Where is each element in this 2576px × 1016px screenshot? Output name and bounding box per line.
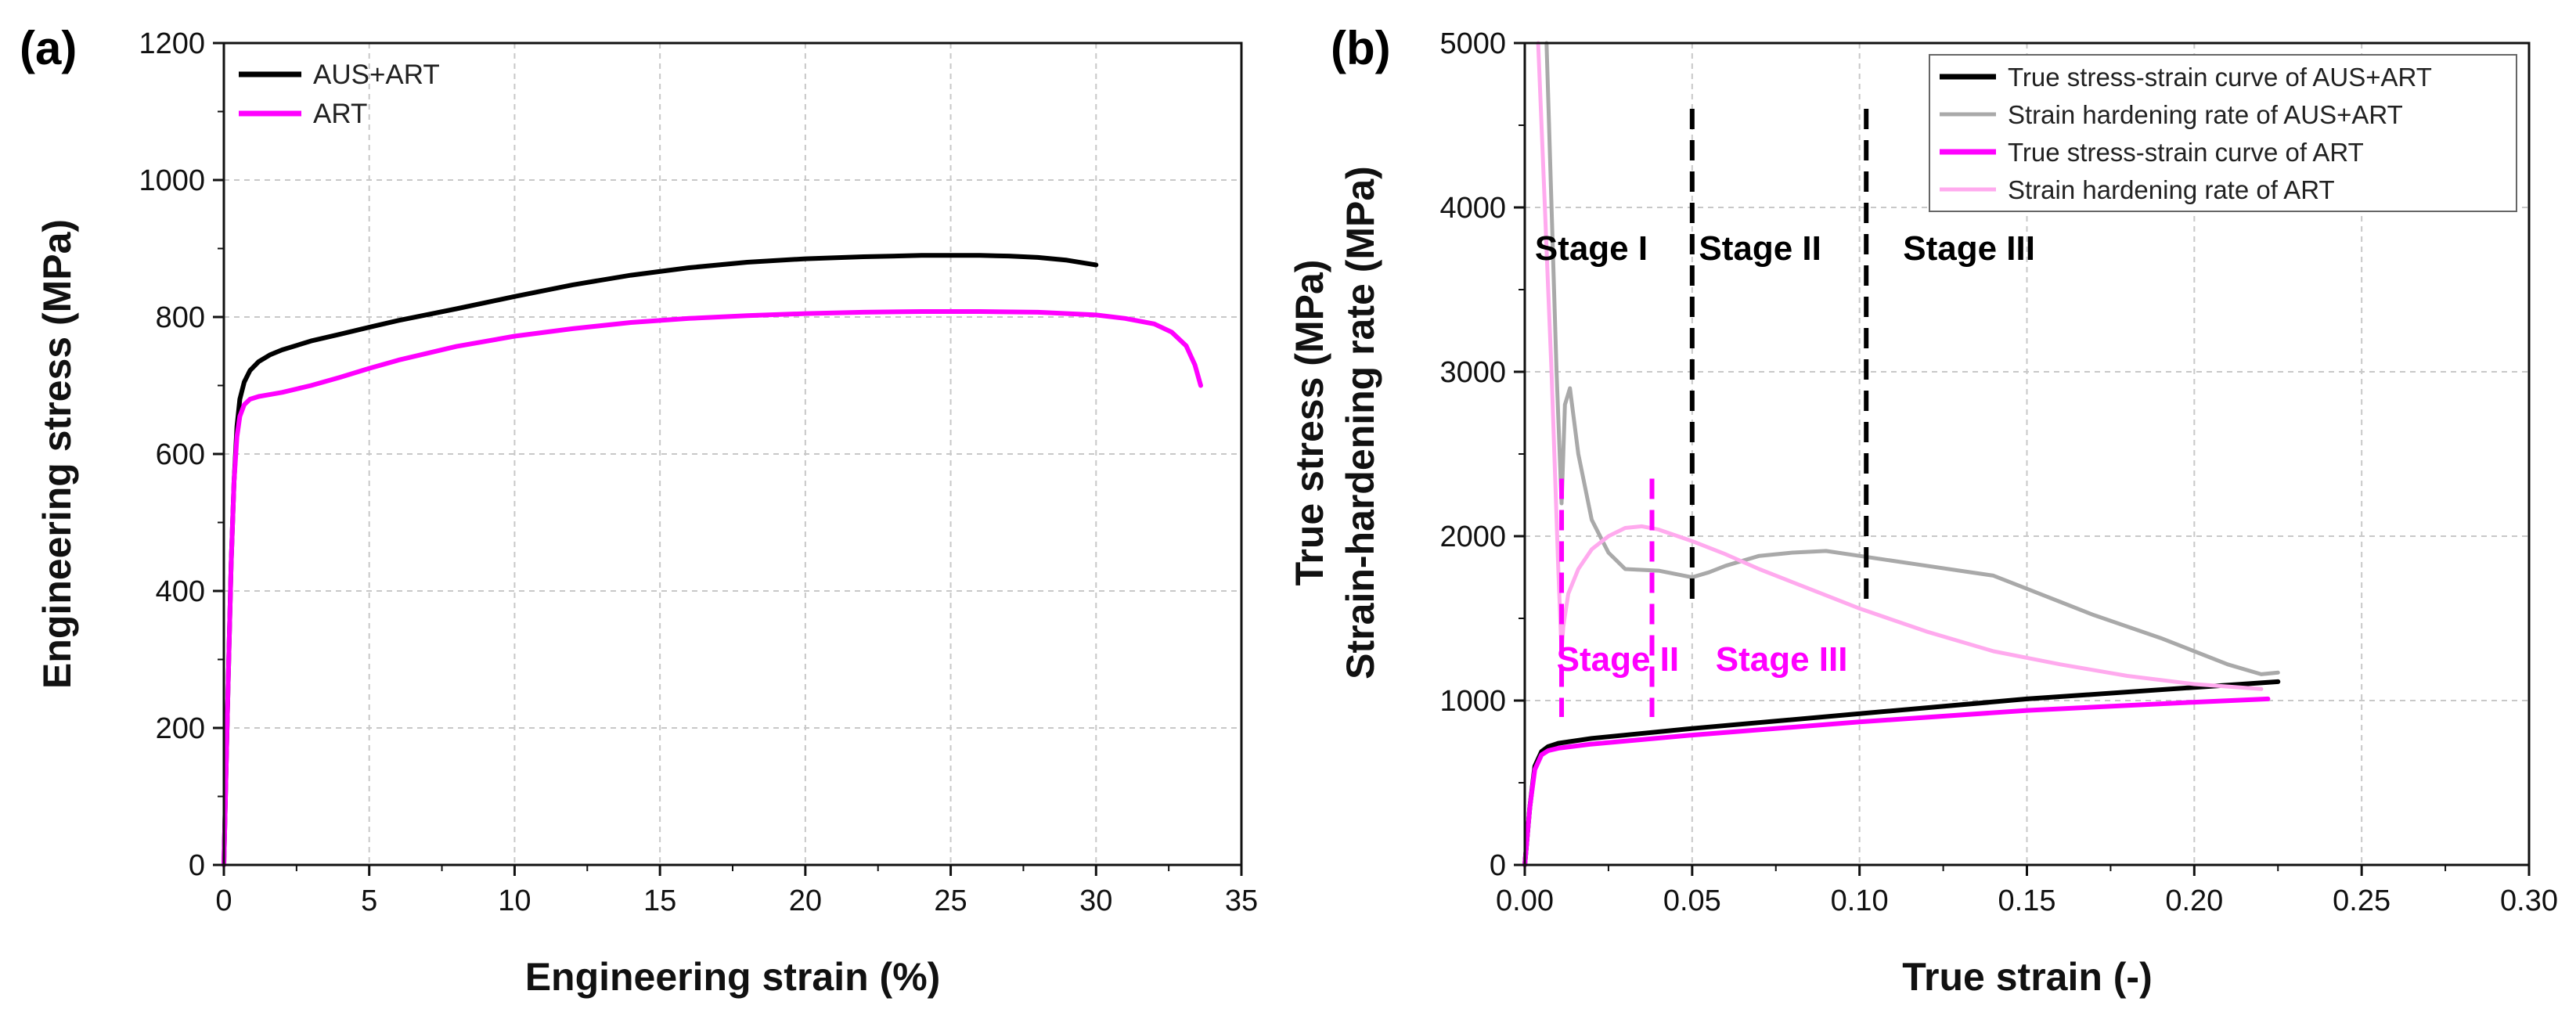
- grid-a: [224, 43, 1241, 865]
- x-tick-label-b: 0.10: [1831, 884, 1889, 917]
- x-tick-label-b: 0.15: [1998, 884, 2056, 917]
- x-tick-label-b: 0.05: [1663, 884, 1721, 917]
- x-tick-label-a: 35: [1225, 884, 1258, 917]
- ticks-a: 0 5 10 15 20 25 30 35 0 200 400 600 800 1000 1200: [139, 27, 1258, 917]
- series-group-b: [1522, 41, 2281, 867]
- y-tick-label-b: 4000: [1439, 192, 1506, 225]
- stage-markers-b: [1559, 109, 1869, 717]
- y-tick-label-b: 1000: [1439, 685, 1506, 718]
- y-axis-title-a: Engineering stress (MPa): [35, 219, 79, 689]
- ticks-b: 0.00 0.05 0.10 0.15 0.20 0.25 0.30 0 1000 2000 300…: [1439, 27, 2558, 917]
- x-tick-label-a: 25: [934, 884, 967, 917]
- stage-label-stage-iii-5: Stage III: [1716, 640, 1848, 679]
- series-line-a-aus-art: [222, 253, 1099, 867]
- legend-label-aus-art-a: AUS+ART: [313, 59, 440, 90]
- panel-label-a: (a): [20, 22, 77, 74]
- x-tick-label-b: 0.25: [2333, 884, 2390, 917]
- x-tick-label-a: 10: [498, 884, 531, 917]
- x-tick-label-b: 0.00: [1496, 884, 1554, 917]
- stage-label-stage-i-1: Stage I: [1535, 229, 1648, 268]
- legend-label-ts-aus-art: True stress-strain curve of AUS+ART: [2008, 63, 2432, 92]
- legend-label-shr-art: Strain hardening rate of ART: [2008, 175, 2335, 204]
- series-line-b-strain-hardening-rate-of-aus-art: [1544, 41, 2280, 676]
- y-tick-label-b: 5000: [1439, 27, 1506, 60]
- chart-panel-a: (a) 0 5 10 15 20 25 30 35020040060080010001200 …: [20, 22, 1258, 999]
- legend-label-shr-aus-art: Strain hardening rate of AUS+ART: [2008, 100, 2403, 129]
- x-tick-label-a: 30: [1079, 884, 1112, 917]
- x-tick-label-a: 15: [643, 884, 676, 917]
- stage-label-stage-ii-2: Stage II: [1699, 229, 1821, 268]
- y-tick-label-b: 3000: [1439, 356, 1506, 389]
- stage-label-stage-iii-3: Stage III: [1903, 229, 2035, 268]
- series-line-b-strain-hardening-rate-of-art: [1536, 41, 2264, 691]
- legend-label-art-a: ART: [313, 99, 367, 129]
- y-tick-label-b: 2000: [1439, 521, 1506, 553]
- panel-label-b: (b): [1331, 22, 1391, 74]
- y-axis-title-b: True stress (MPa): [1288, 260, 1331, 586]
- y-axis-title-b-2: Strain-hardening rate (MPa): [1338, 166, 1382, 679]
- x-tick-label-a: 0: [215, 884, 232, 917]
- y-tick-label-a: 400: [156, 575, 205, 608]
- x-tick-label-b: 0.30: [2500, 884, 2558, 917]
- x-tick-label-a: 5: [361, 884, 377, 917]
- y-tick-label-a: 200: [156, 712, 205, 745]
- y-tick-label-b: 0: [1490, 849, 1506, 882]
- y-tick-label-a: 1200: [139, 27, 205, 60]
- y-tick-label-a: 0: [189, 849, 205, 882]
- legend-label-ts-art: True stress-strain curve of ART: [2008, 138, 2364, 167]
- y-tick-label-a: 1000: [139, 164, 205, 197]
- x-axis-title-a: Engineering strain (%): [525, 955, 941, 999]
- stage-annotations-b: Stage I Stage II Stage III Stage II Stage II…: [1535, 229, 2035, 679]
- legend-box-b: [1929, 54, 2517, 212]
- series-line-a-art: [222, 309, 1203, 867]
- series-line-b-true-stress-strain-curve-of-art: [1522, 696, 2271, 867]
- legend-a: AUS+ART ART: [239, 59, 440, 129]
- x-tick-label-b: 0.20: [2165, 884, 2223, 917]
- series-group-a: [222, 253, 1203, 867]
- legend-b: True stress-strain curve of AUS+ART Stra…: [1929, 54, 2517, 212]
- stage-label-stage-ii-4: Stage II: [1557, 640, 1680, 679]
- x-tick-label-a: 20: [789, 884, 822, 917]
- y-tick-label-a: 800: [156, 301, 205, 334]
- x-axis-title-b: True strain (-): [1902, 955, 2152, 999]
- y-tick-label-a: 600: [156, 438, 205, 471]
